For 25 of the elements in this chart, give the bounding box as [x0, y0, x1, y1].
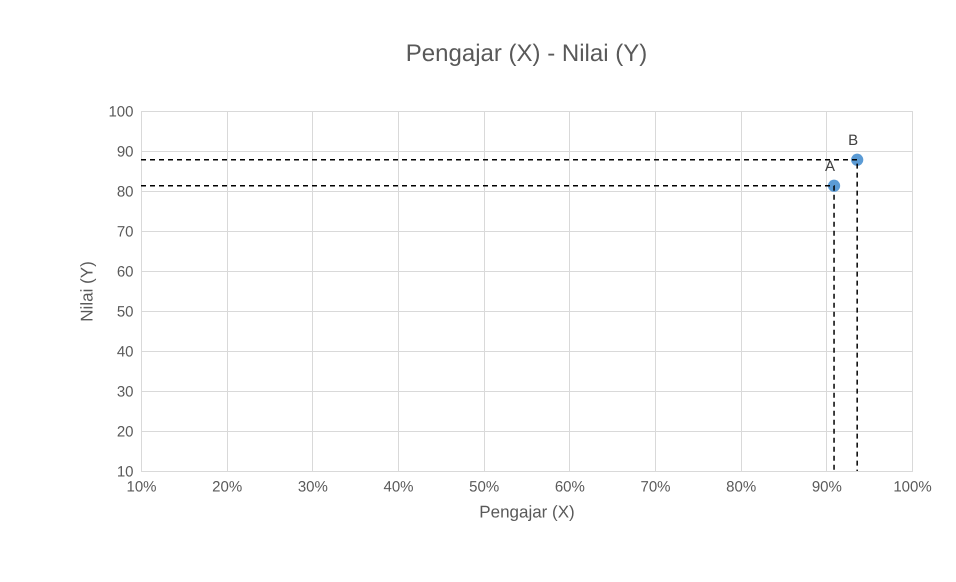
y-tick-label: 80 — [116, 184, 134, 200]
x-tick-label: 30% — [298, 478, 328, 496]
y-tick-label: 10 — [116, 464, 134, 480]
x-tick-label: 60% — [554, 478, 585, 496]
y-tick-label: 50 — [116, 304, 134, 320]
x-tick-label: 10% — [126, 478, 157, 496]
x-tick-label: 40% — [383, 478, 414, 496]
x-tick-label: 50% — [469, 478, 500, 496]
x-tick-label: 90% — [812, 478, 842, 496]
x-tick-label: 100% — [893, 478, 932, 496]
y-tick-label: 60 — [116, 264, 134, 280]
y-tick-label: 30 — [116, 384, 134, 400]
x-tick-label: 70% — [640, 478, 671, 496]
x-tick-label: 80% — [726, 478, 756, 496]
annotation: A — [825, 158, 836, 175]
x-tick-label: 20% — [212, 478, 242, 496]
y-tick-label: 20 — [116, 424, 134, 440]
y-tick-label: 90 — [116, 144, 134, 160]
annotation: B — [848, 132, 858, 149]
y-tick-label: 40 — [116, 344, 134, 360]
x-axis-title: Pengajar (X) — [479, 502, 575, 522]
y-axis-title: Nilai (Y) — [77, 261, 96, 322]
y-tick-label: 100 — [108, 104, 134, 120]
y-tick-label: 70 — [116, 224, 134, 240]
chart-title: Pengajar (X) - Nilai (Y) — [406, 40, 648, 67]
